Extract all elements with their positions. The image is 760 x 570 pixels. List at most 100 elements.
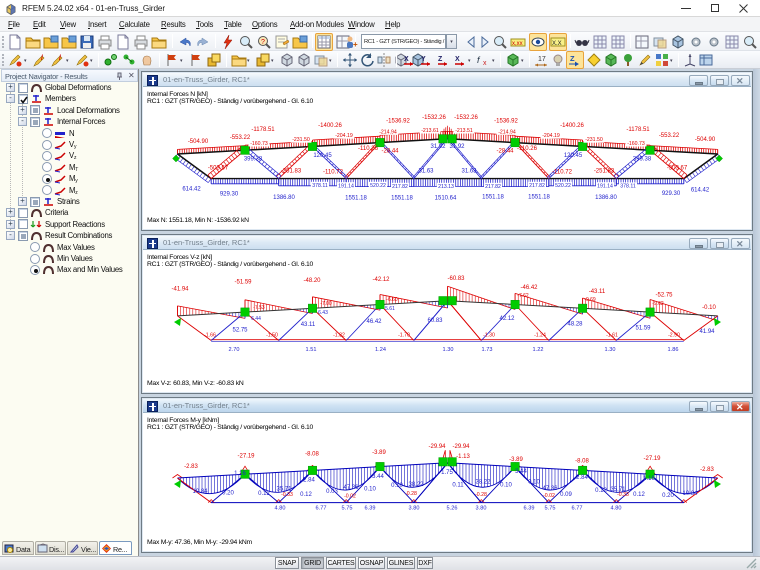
svg-text:520.22: 520.22 — [370, 183, 386, 189]
svg-text:38.22: 38.22 — [475, 480, 491, 486]
svg-text:10.84: 10.84 — [192, 489, 208, 495]
svg-text:-1178.51: -1178.51 — [626, 127, 650, 133]
svg-text:1.30: 1.30 — [443, 347, 454, 353]
svg-text:399.38: 399.38 — [244, 157, 263, 163]
svg-text:-1.61: -1.61 — [606, 333, 618, 339]
svg-text:10.84: 10.84 — [682, 491, 698, 497]
svg-text:378.11: 378.11 — [312, 183, 328, 189]
svg-text:1551.18: 1551.18 — [391, 196, 413, 202]
svg-text:-553.22: -553.22 — [659, 133, 680, 139]
svg-text:-1536.92: -1536.92 — [494, 118, 518, 124]
svg-text:0.10: 0.10 — [391, 483, 403, 489]
svg-text:60.83: 60.83 — [427, 318, 443, 324]
svg-text:-214.94: -214.94 — [498, 129, 516, 135]
svg-text:614.42: 614.42 — [182, 186, 201, 192]
svg-text:2.84: 2.84 — [303, 478, 315, 484]
svg-text:1.16: 1.16 — [643, 476, 655, 482]
svg-text:0.10: 0.10 — [364, 487, 376, 493]
svg-text:217.82: 217.82 — [392, 184, 408, 190]
svg-text:42.12: 42.12 — [499, 316, 515, 322]
svg-text:-160.73: -160.73 — [250, 141, 268, 147]
svg-text:f: f — [477, 55, 481, 65]
svg-text:378.11: 378.11 — [620, 184, 636, 190]
svg-text:3.44: 3.44 — [372, 474, 384, 480]
svg-text:-504.90: -504.90 — [188, 139, 209, 145]
svg-text:4.80: 4.80 — [275, 506, 286, 512]
svg-text:-0.02: -0.02 — [344, 494, 356, 500]
svg-text:-160.73: -160.73 — [627, 141, 645, 147]
svg-text:-204.19: -204.19 — [335, 133, 353, 139]
svg-text:-8.08: -8.08 — [575, 459, 589, 465]
svg-text:-51.59: -51.59 — [234, 280, 252, 286]
svg-text:0.20: 0.20 — [222, 491, 234, 497]
svg-text:-48.20: -48.20 — [303, 278, 321, 284]
svg-text:-553.22: -553.22 — [230, 135, 251, 141]
svg-text:0.12: 0.12 — [258, 491, 270, 497]
svg-text:0.12: 0.12 — [595, 488, 607, 494]
svg-text:-251.83: -251.83 — [281, 169, 302, 175]
svg-text:-213.51: -213.51 — [455, 128, 473, 134]
svg-text:-3.89: -3.89 — [372, 450, 386, 456]
svg-text:-1178.51: -1178.51 — [251, 127, 275, 133]
svg-text:6.39: 6.39 — [524, 506, 535, 512]
svg-text:35.71: 35.71 — [276, 487, 292, 493]
svg-text:-52.75: -52.75 — [655, 293, 673, 299]
svg-text:Z: Z — [438, 56, 443, 63]
svg-text:/: / — [41, 55, 43, 62]
svg-text:-42.12: -42.12 — [372, 277, 390, 283]
svg-text:48.28: 48.28 — [567, 322, 583, 328]
svg-text:520.22: 520.22 — [555, 183, 571, 189]
svg-text:1.30: 1.30 — [605, 347, 616, 353]
svg-text:-1400.26: -1400.26 — [560, 123, 584, 129]
svg-text:1.75: 1.75 — [441, 470, 453, 476]
svg-text:929.30: 929.30 — [220, 192, 239, 198]
svg-text:0.10: 0.10 — [500, 483, 512, 489]
svg-text:-46.42: -46.42 — [520, 285, 538, 291]
svg-text:-9.69: -9.69 — [584, 297, 596, 303]
svg-text:-2.83: -2.83 — [700, 467, 714, 473]
svg-text:0.03: 0.03 — [326, 489, 338, 495]
svg-text:-0.28: -0.28 — [475, 492, 487, 498]
svg-text:-27.19: -27.19 — [237, 454, 255, 460]
svg-text:0.10: 0.10 — [528, 480, 540, 486]
svg-text:3.44: 3.44 — [515, 469, 527, 475]
svg-text:51.59: 51.59 — [635, 326, 651, 332]
svg-text:-1.70: -1.70 — [398, 333, 410, 339]
svg-text:-1532.26: -1532.26 — [454, 115, 478, 121]
svg-text:1510.64: 1510.64 — [435, 196, 457, 202]
svg-text:5.75: 5.75 — [342, 506, 353, 512]
svg-text:-503.67: -503.67 — [208, 165, 229, 171]
svg-text:213.13: 213.13 — [438, 184, 454, 190]
svg-text:3.80: 3.80 — [476, 506, 487, 512]
svg-text:1.16: 1.16 — [234, 471, 246, 477]
svg-text:217.82: 217.82 — [485, 184, 501, 190]
svg-text:217.82: 217.82 — [529, 183, 545, 189]
svg-text:1386.80: 1386.80 — [273, 195, 295, 201]
svg-text:191.14: 191.14 — [597, 183, 613, 189]
svg-text:2.84: 2.84 — [576, 475, 588, 481]
svg-text:35.71: 35.71 — [610, 487, 626, 493]
svg-text:-8.08: -8.08 — [305, 452, 319, 458]
svg-text:-9.62: -9.62 — [652, 301, 664, 307]
svg-text:1.51: 1.51 — [306, 347, 317, 353]
svg-text:-504.90: -504.90 — [695, 137, 716, 143]
svg-text:0.11: 0.11 — [452, 483, 464, 489]
svg-text:6.44: 6.44 — [251, 316, 261, 322]
svg-text:6.77: 6.77 — [316, 506, 327, 512]
svg-text:-43.11: -43.11 — [589, 289, 606, 295]
svg-text:-231.50: -231.50 — [292, 137, 310, 143]
svg-text:-0.33: -0.33 — [617, 492, 629, 498]
svg-text:-60.83: -60.83 — [447, 276, 465, 282]
svg-text:-29.94: -29.94 — [452, 444, 470, 450]
svg-text:31.63: 31.63 — [461, 169, 477, 175]
svg-text:2.70: 2.70 — [229, 347, 240, 353]
svg-text:1551.18: 1551.18 — [345, 196, 367, 202]
svg-text:Z: Z — [570, 54, 575, 63]
svg-text:-110.26: -110.26 — [517, 146, 538, 152]
svg-text:-204.19: -204.19 — [542, 133, 560, 139]
svg-text:-110.72: -110.72 — [323, 170, 344, 176]
svg-text:1551.18: 1551.18 — [528, 195, 550, 201]
svg-text:X: X — [455, 56, 460, 63]
svg-text:x: x — [483, 60, 487, 67]
svg-text:929.30: 929.30 — [662, 191, 681, 197]
